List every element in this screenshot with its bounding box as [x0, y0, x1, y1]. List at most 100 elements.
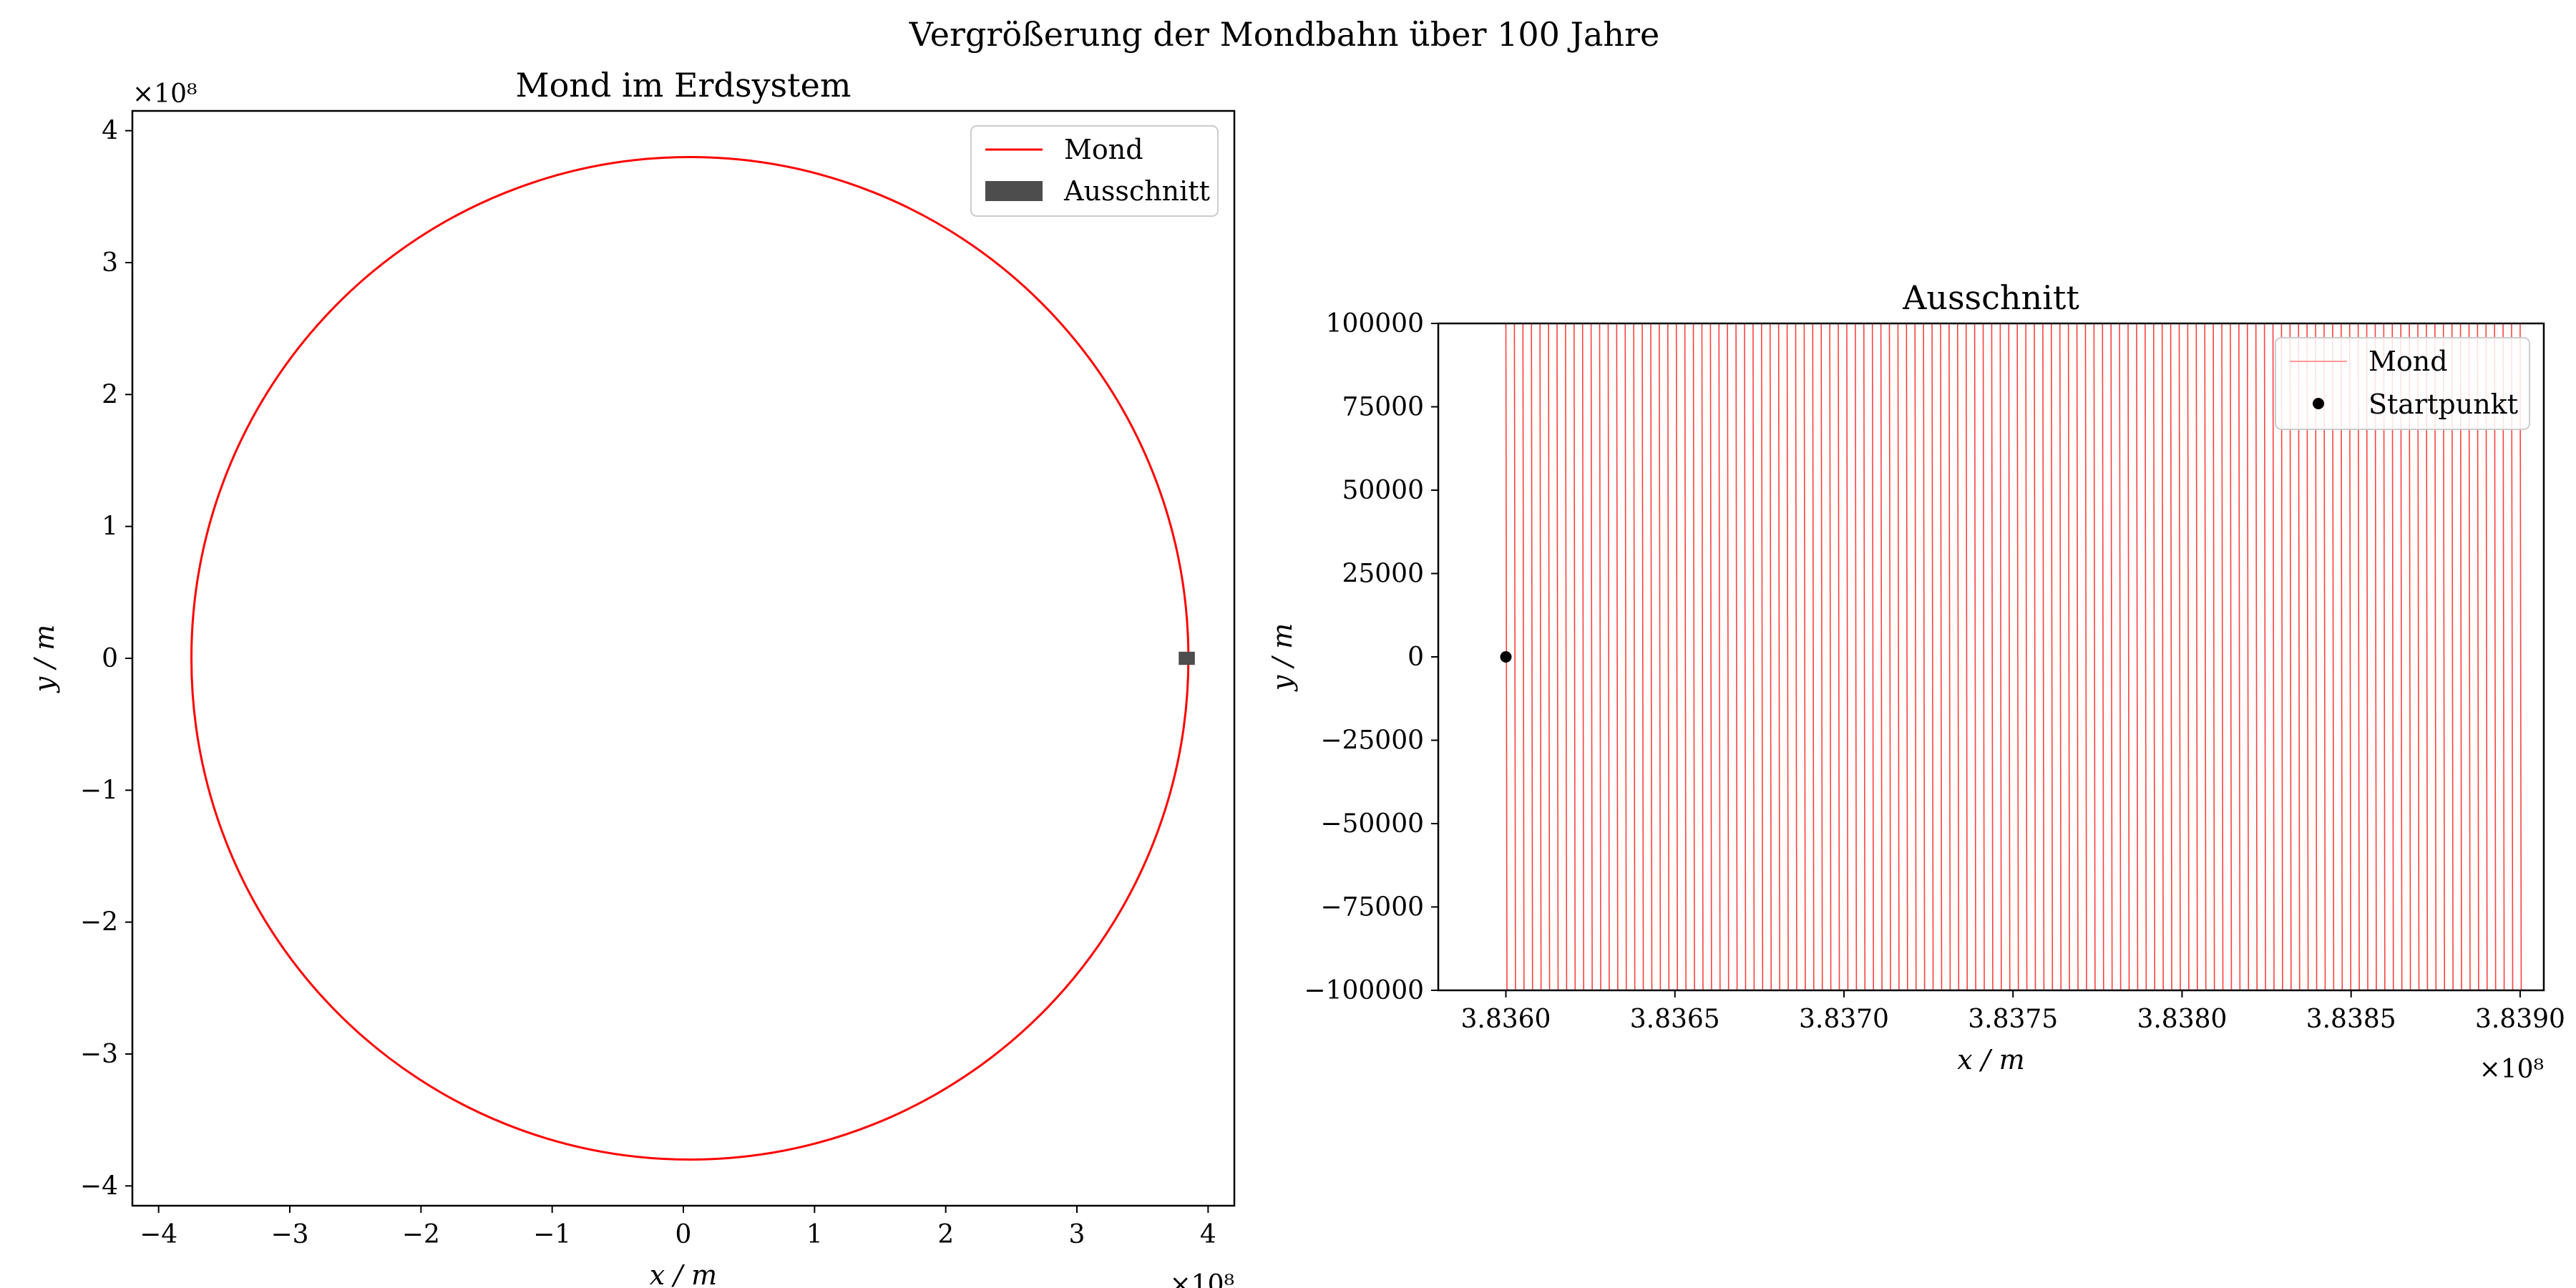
y-tick-label: −75000	[1320, 893, 1424, 922]
mond-orbit-crossing	[2340, 323, 2343, 990]
mond-orbit-crossing	[2383, 323, 2386, 990]
mond-orbit-crossing	[1761, 323, 1764, 990]
y-tick-label: −2	[80, 908, 118, 937]
mond-orbit-crossing	[2511, 323, 2514, 990]
mond-orbit-crossing	[2442, 323, 2446, 990]
mond-orbit-crossing	[1948, 323, 1951, 990]
mond-orbit-crossing	[1607, 323, 1610, 990]
mond-orbit-crossing	[1871, 323, 1874, 990]
mond-orbit-crossing	[2519, 323, 2522, 990]
mond-orbit-crossing	[2348, 323, 2352, 990]
x-offset-label: ×10⁸	[1170, 1270, 1234, 1288]
figure-suptitle: Vergrößerung der Mondbahn über 100 Jahre	[909, 15, 1660, 54]
mond-orbit-crossing	[1590, 323, 1593, 990]
mond-orbit-crossing	[2409, 323, 2411, 990]
mond-orbit-crossing	[1965, 323, 1968, 990]
mond-orbit-crossing	[2093, 323, 2096, 990]
mond-orbit-crossing	[1522, 323, 1525, 990]
mond-orbit-crossing	[2221, 323, 2224, 990]
axes-frame	[1437, 322, 2545, 992]
mond-orbit-crossing	[2459, 323, 2462, 990]
mond-orbit-crossing	[1573, 323, 1576, 990]
mond-orbit-crossing	[2366, 323, 2368, 990]
mond-orbit-crossing	[2025, 323, 2028, 990]
legend-label-mond: Mond	[2368, 346, 2448, 377]
mond-orbit-crossing	[1777, 323, 1780, 990]
mond-orbit-crossing	[1906, 323, 1908, 990]
mond-orbit-crossing	[2084, 323, 2087, 990]
orbit-mond	[190, 156, 1190, 1161]
x-tick-label: 3.8380	[2137, 1005, 2227, 1034]
x-tick-label: 2	[937, 1220, 954, 1249]
y-tick-label: 1	[102, 512, 118, 542]
mond-orbit-crossing	[1991, 323, 1994, 990]
mond-orbit-crossing	[1581, 323, 1584, 990]
y-tick-label: 100000	[1326, 309, 1424, 338]
mond-orbit-crossing	[2042, 323, 2045, 990]
x-tick-label: 3.8360	[1461, 1005, 1551, 1034]
mond-orbit-crossing	[2008, 323, 2011, 990]
mond-orbit-crossing	[2289, 323, 2292, 990]
mond-orbit-crossing	[1803, 323, 1806, 990]
mond-orbit-crossing	[2323, 323, 2326, 990]
axes-frame	[131, 109, 1236, 1207]
mond-orbit-crossing	[2357, 323, 2360, 990]
y-tick-label: 0	[1407, 643, 1424, 672]
legend: Mond Startpunkt	[2275, 337, 2530, 430]
mond-orbit-crossing	[2477, 323, 2479, 990]
mond-orbit-crossing	[1897, 323, 1900, 990]
mond-orbit-crossing	[1923, 323, 1926, 990]
mond-orbit-crossing	[1999, 323, 2002, 990]
mond-orbit-crossing	[1974, 323, 1976, 990]
mond-orbit-crossing	[1565, 323, 1568, 990]
y-offset-label: ×10⁸	[132, 79, 197, 109]
mond-orbit-crossing	[2391, 323, 2394, 990]
mond-orbit-crossing	[1846, 323, 1849, 990]
startpunkt-marker	[1500, 651, 1512, 663]
mond-orbit-crossing	[1667, 323, 1670, 990]
mond-orbit-crossing	[2119, 323, 2122, 990]
y-axis-label: y / m	[29, 625, 60, 693]
chart-title: Mond im Erdsystem	[516, 66, 852, 104]
mond-orbit-crossing	[1863, 323, 1866, 990]
y-tick-label: −3	[80, 1040, 118, 1069]
mond-orbit-crossing	[1675, 323, 1679, 990]
mond-orbit-crossing	[1701, 323, 1704, 990]
mond-orbit-crossing	[2102, 323, 2104, 990]
plot-area	[190, 156, 1195, 1161]
mond-orbit-crossing	[1931, 323, 1934, 990]
legend: Mond Ausschnitt	[970, 125, 1219, 217]
mond-orbit-crossing	[2076, 323, 2079, 990]
region-ausschnitt	[1179, 651, 1195, 665]
mond-orbit-crossing	[1616, 323, 1619, 990]
mond-orbit-crossing	[1786, 323, 1789, 990]
x-axis-label: x / m	[1957, 1044, 2024, 1075]
mond-orbit-crossing	[2494, 323, 2497, 990]
mond-orbit-crossing	[2145, 323, 2147, 990]
y-tick-label: 75000	[1342, 393, 1424, 422]
y-axis-label: y / m	[1267, 623, 1298, 692]
mond-orbit-crossing	[2161, 323, 2164, 990]
mond-orbit-crossing	[2298, 323, 2301, 990]
mond-orbit-crossing	[1940, 323, 1943, 990]
mond-orbit-crossing	[1650, 323, 1653, 990]
chart-title: Ausschnitt	[1902, 278, 2079, 317]
mond-orbit-crossing	[1633, 323, 1636, 990]
mond-orbit-crossing	[2212, 323, 2215, 990]
mond-orbit-crossing	[2426, 323, 2429, 990]
mond-orbit-crossing	[1735, 323, 1738, 990]
mond-orbit-crossing	[1539, 323, 1542, 990]
x-tick-label: −4	[140, 1220, 177, 1249]
mond-orbit-crossing	[2306, 323, 2309, 990]
mond-orbit-crossing	[2110, 323, 2113, 990]
mond-orbit-crossing	[2451, 323, 2454, 990]
y-tick-label: −1	[80, 776, 118, 805]
mond-orbit-crossing	[2255, 323, 2258, 990]
y-tick-label: 0	[102, 644, 118, 673]
mond-orbit-crossing	[1769, 323, 1772, 990]
x-tick-label: −1	[533, 1220, 571, 1249]
x-tick-label: 3.8370	[1799, 1005, 1889, 1034]
y-tick-label: 4	[102, 117, 118, 146]
mond-orbit-crossing	[1982, 323, 1985, 990]
mond-orbit-crossing	[1956, 323, 1960, 990]
